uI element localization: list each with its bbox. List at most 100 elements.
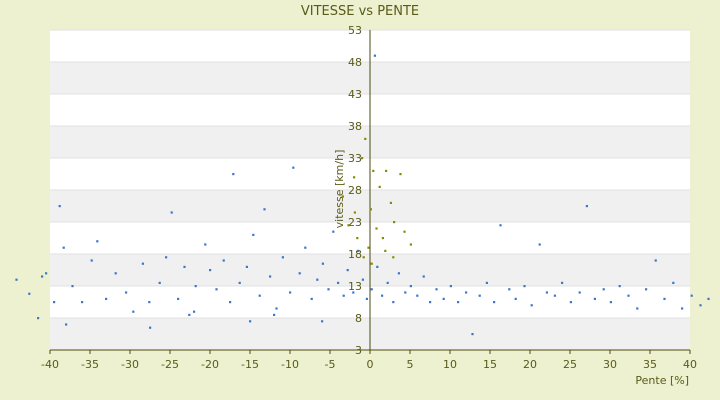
data-point: [352, 291, 355, 294]
y-tick-label: 38: [348, 120, 362, 133]
data-point: [183, 265, 186, 268]
data-point: [364, 137, 367, 140]
data-point: [370, 288, 373, 291]
data-point: [372, 169, 375, 172]
data-point: [289, 291, 292, 294]
y-tick-label: 48: [348, 56, 362, 69]
data-point: [316, 278, 319, 281]
y-tick-label: 13: [348, 280, 362, 293]
data-point: [361, 157, 364, 160]
data-point: [141, 262, 144, 265]
data-point: [321, 320, 324, 323]
data-point: [96, 240, 99, 243]
data-point: [105, 297, 108, 300]
data-point: [365, 297, 368, 300]
data-point: [209, 269, 212, 272]
data-point: [538, 243, 541, 246]
data-point: [422, 275, 425, 278]
data-point: [373, 54, 376, 57]
x-tick-label: 20: [523, 358, 537, 371]
data-point: [627, 294, 630, 297]
data-point: [585, 205, 588, 208]
data-point: [215, 288, 218, 291]
data-point: [392, 301, 395, 304]
data-point: [356, 237, 359, 240]
data-point: [292, 166, 295, 169]
data-point: [304, 246, 307, 249]
data-point: [337, 281, 340, 284]
data-point: [342, 294, 345, 297]
data-point: [170, 211, 173, 214]
data-point: [327, 288, 330, 291]
data-point: [232, 173, 235, 176]
data-point: [114, 272, 117, 275]
data-point: [252, 233, 255, 236]
data-point: [378, 185, 381, 188]
y-tick-label: 33: [348, 152, 362, 165]
data-point: [530, 304, 533, 307]
data-point: [263, 208, 266, 211]
y-tick-label: 43: [348, 88, 362, 101]
data-point: [376, 265, 379, 268]
x-tick-label: -30: [121, 358, 139, 371]
data-point: [690, 294, 693, 297]
data-point: [457, 301, 460, 304]
data-point: [269, 275, 272, 278]
x-tick-label: 15: [483, 358, 497, 371]
x-tick-labels: -40 -35 -30 -25 -20 -15 -10 -5 0 5 10 15 20 25 30 35 40: [41, 350, 697, 371]
data-point: [602, 288, 605, 291]
data-point: [353, 176, 356, 179]
x-tick-label: -10: [281, 358, 299, 371]
data-point: [53, 301, 56, 304]
x-tick-label: -35: [81, 358, 99, 371]
data-point: [681, 307, 684, 310]
x-tick-label: 5: [407, 358, 414, 371]
data-point: [399, 173, 402, 176]
chart-title: VITESSE vs PENTE: [301, 4, 419, 19]
data-point: [194, 285, 197, 288]
data-point: [449, 285, 452, 288]
data-point: [37, 317, 40, 320]
data-point: [362, 256, 365, 259]
data-point: [41, 275, 44, 278]
data-point: [508, 288, 511, 291]
data-point: [409, 243, 412, 246]
data-point: [381, 237, 384, 240]
data-point: [699, 304, 702, 307]
data-point: [158, 281, 161, 284]
data-point: [403, 230, 406, 233]
data-point: [71, 285, 74, 288]
data-point: [58, 205, 61, 208]
data-point: [148, 301, 151, 304]
data-point: [45, 272, 48, 275]
data-points: [15, 54, 710, 336]
data-point: [310, 297, 313, 300]
data-point: [132, 310, 135, 313]
data-point: [389, 201, 392, 204]
x-tick-label: 25: [563, 358, 577, 371]
x-tick-label: 40: [683, 358, 697, 371]
y-tick-label: 28: [348, 184, 362, 197]
data-point: [28, 292, 31, 295]
data-point: [249, 320, 252, 323]
data-point: [357, 249, 360, 252]
data-point: [471, 333, 474, 336]
y-axis-label: vitesse [km/h]: [333, 150, 346, 229]
data-point: [499, 224, 502, 227]
data-point: [341, 195, 344, 198]
data-point: [593, 297, 596, 300]
data-point: [149, 326, 152, 329]
data-point: [369, 208, 372, 211]
y-tick-label: 3: [355, 344, 362, 357]
data-point: [65, 323, 68, 326]
data-point: [672, 281, 675, 284]
data-point: [90, 259, 93, 262]
data-point: [346, 269, 349, 272]
data-point: [416, 294, 419, 297]
data-point: [204, 243, 207, 246]
y-tick-label: 23: [348, 216, 362, 229]
data-point: [384, 249, 387, 252]
